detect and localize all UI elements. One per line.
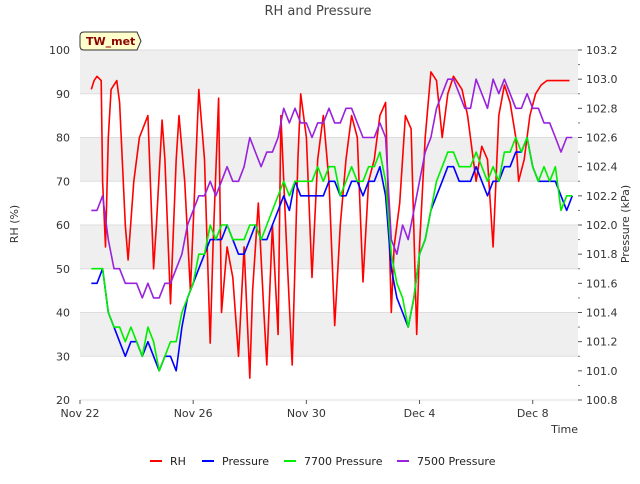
y-tick-label: 60 (56, 219, 70, 232)
y2-tick-label: 102.0 (586, 219, 618, 232)
station-badge: TW_met (79, 31, 142, 51)
series-line-pressure (91, 136, 574, 372)
y2-tick-label: 102.6 (586, 132, 618, 145)
y-tick-label: 30 (56, 350, 70, 363)
plot-band (80, 268, 578, 313)
legend-label: RH (170, 455, 186, 468)
plot-band (80, 50, 578, 94)
y-tick-label: 90 (56, 88, 70, 101)
plot-band (80, 93, 578, 138)
plot-background-bands (80, 50, 578, 400)
badge-shape (79, 31, 142, 51)
x-tick-label: Nov 26 (174, 407, 213, 420)
y2-tick-label: 101.2 (586, 336, 618, 349)
y2-tick-label: 102.2 (586, 190, 618, 203)
plot-band (80, 356, 578, 400)
y-tick-label: 70 (56, 175, 70, 188)
plot-band (80, 225, 578, 269)
series-line-rh (90, 71, 570, 379)
legend-label: 7500 Pressure (417, 455, 496, 468)
y2-tick-label: 103.2 (586, 44, 618, 57)
legend: RH Pressure 7700 Pressure 7500 Pressure (150, 455, 496, 468)
legend-label: 7700 Pressure (304, 455, 383, 468)
x-tick-label: Dec 4 (404, 407, 436, 420)
y-tick-label: 100 (49, 44, 70, 57)
series-line-7500-pressure (91, 78, 573, 299)
x-tick-label: Dec 8 (517, 407, 549, 420)
series-line-7700-pressure (91, 136, 573, 372)
y-tick-label: 50 (56, 263, 70, 276)
y-tick-label: 20 (56, 394, 70, 407)
y2-tick-label: 101.0 (586, 365, 618, 378)
y2-tick-label: 103.0 (586, 73, 618, 86)
x-tick-label: Nov 22 (61, 407, 100, 420)
axis-ticks: 20 30 40 50 60 70 80 90 100 100.8 101.0 101.2 101.4 1… (49, 44, 618, 420)
series-lines (90, 71, 574, 379)
legend-label: Pressure (222, 455, 269, 468)
y2-tick-label: 101.6 (586, 277, 618, 290)
y2-axis-label: Pressure (kPa) (619, 185, 632, 263)
y2-tick-label: 102.8 (586, 102, 618, 115)
chart-title: RH and Pressure (264, 4, 371, 19)
y2-tick-label: 100.8 (586, 394, 618, 407)
x-tick-label: Nov 30 (287, 407, 326, 420)
y2-tick-label: 101.4 (586, 307, 618, 320)
y-tick-label: 40 (56, 307, 70, 320)
badge-text: TW_met (86, 35, 135, 48)
plot-band (80, 312, 578, 357)
y2-tick-label: 101.8 (586, 248, 618, 261)
y-axis-label: RH (%) (8, 205, 21, 243)
x-axis-label: Time (550, 423, 578, 436)
y2-tick-label: 102.4 (586, 161, 618, 174)
y-tick-label: 80 (56, 132, 70, 145)
